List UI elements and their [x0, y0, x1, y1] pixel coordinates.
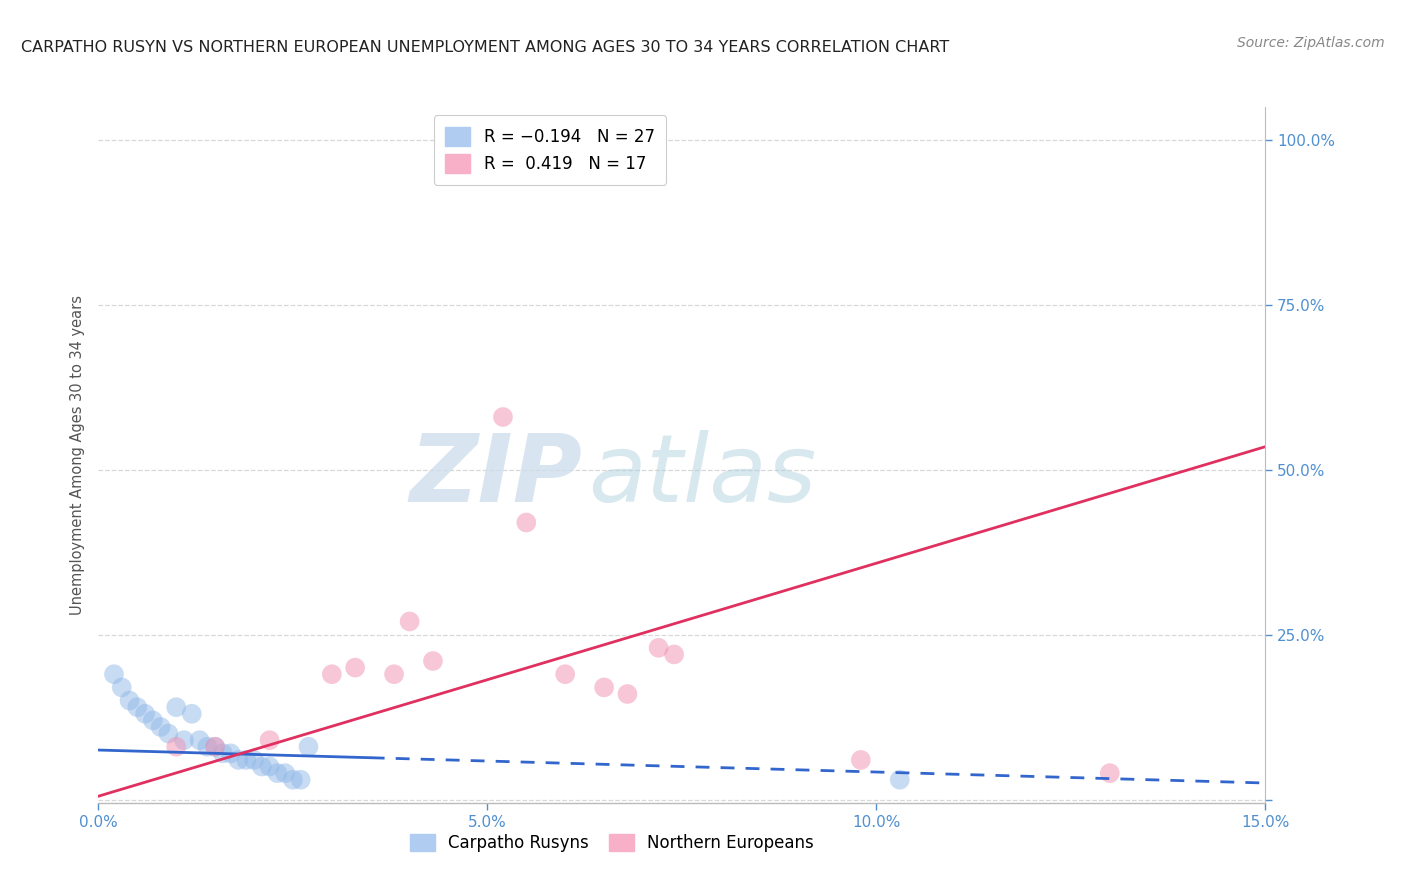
Point [134, 706, 156, 721]
Point [259, 733, 281, 747]
Point [889, 772, 911, 787]
Point [344, 660, 367, 674]
Point [321, 667, 343, 681]
Text: Source: ZipAtlas.com: Source: ZipAtlas.com [1237, 36, 1385, 50]
Point [157, 726, 180, 740]
Point [212, 747, 235, 761]
Point [142, 714, 165, 728]
Point [228, 753, 250, 767]
Legend: Carpatho Rusyns, Northern Europeans: Carpatho Rusyns, Northern Europeans [402, 826, 823, 861]
Point [554, 667, 576, 681]
Point [382, 667, 405, 681]
Point [662, 648, 685, 662]
Point [515, 516, 537, 530]
Text: CARPATHO RUSYN VS NORTHERN EUROPEAN UNEMPLOYMENT AMONG AGES 30 TO 34 YEARS CORRE: CARPATHO RUSYN VS NORTHERN EUROPEAN UNEM… [21, 40, 949, 55]
Point [492, 409, 515, 424]
Point [422, 654, 444, 668]
Point [398, 615, 420, 629]
Point [1098, 766, 1121, 780]
Point [266, 766, 288, 780]
Y-axis label: Unemployment Among Ages 30 to 34 years: Unemployment Among Ages 30 to 34 years [70, 295, 86, 615]
Point [297, 739, 319, 754]
Point [111, 681, 134, 695]
Point [204, 739, 226, 754]
Point [204, 739, 226, 754]
Point [235, 753, 257, 767]
Point [281, 772, 304, 787]
Point [616, 687, 638, 701]
Point [593, 681, 616, 695]
Point [188, 733, 211, 747]
Point [165, 700, 187, 714]
Text: atlas: atlas [589, 430, 817, 521]
Point [274, 766, 297, 780]
Text: ZIP: ZIP [409, 430, 582, 522]
Point [173, 733, 195, 747]
Point [647, 640, 669, 655]
Point [259, 759, 281, 773]
Point [165, 739, 187, 754]
Point [290, 772, 312, 787]
Point [149, 720, 172, 734]
Point [243, 753, 266, 767]
Point [103, 667, 125, 681]
Point [127, 700, 149, 714]
Point [849, 753, 872, 767]
Point [118, 693, 141, 707]
Point [219, 747, 242, 761]
Point [250, 759, 273, 773]
Point [180, 706, 202, 721]
Point [195, 739, 218, 754]
